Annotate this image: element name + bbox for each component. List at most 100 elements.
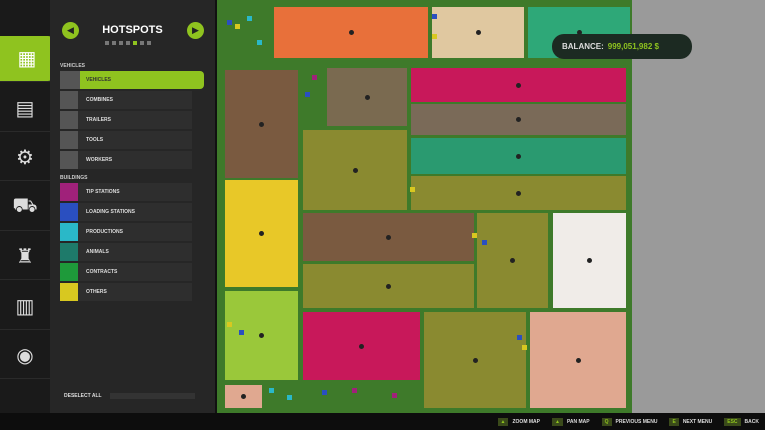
hotspot-label: PRODUCTIONS — [86, 229, 123, 235]
page-dot[interactable] — [147, 41, 151, 45]
hotspot-label: WORKERS — [86, 157, 113, 163]
bottom-hint-bar: ▲ ZOOM MAP ▲ PAN MAP Q PREVIOUS MENU E NEXT MEN… — [0, 413, 765, 430]
field[interactable] — [225, 291, 298, 380]
map-hotspot-marker[interactable] — [227, 20, 232, 25]
hint-label: NEXT MENU — [682, 418, 713, 425]
tab-finances[interactable]: ▥ — [0, 284, 50, 330]
hint-pan-map[interactable]: ▲ PAN MAP — [551, 417, 590, 426]
field[interactable] — [411, 68, 626, 102]
map-hotspot-marker[interactable] — [352, 388, 357, 393]
map-hotspot-marker[interactable] — [410, 187, 415, 192]
field[interactable] — [553, 213, 626, 308]
hotspot-combines[interactable]: COMBINES — [60, 91, 192, 109]
map-hotspot-marker[interactable] — [517, 335, 522, 340]
hotspot-label: TRAILERS — [86, 117, 111, 123]
next-page-button[interactable]: ▶ — [187, 22, 204, 39]
page-dot[interactable] — [126, 41, 130, 45]
map-hotspot-marker[interactable] — [522, 345, 527, 350]
field[interactable] — [530, 312, 626, 408]
map-hotspot-marker[interactable] — [432, 34, 437, 39]
field[interactable] — [411, 104, 626, 135]
map-hotspot-marker[interactable] — [472, 233, 477, 238]
deselect-all-button[interactable]: DESELECT ALL — [64, 393, 102, 399]
deselect-all-toggle[interactable] — [110, 393, 195, 399]
hint-label: PAN MAP — [566, 418, 590, 425]
field-number-marker — [359, 343, 364, 349]
map-hotspot-marker[interactable] — [269, 388, 274, 393]
field[interactable] — [411, 176, 626, 210]
field[interactable] — [477, 213, 548, 308]
map-hotspot-marker[interactable] — [322, 390, 327, 395]
map-icon: ▦ — [17, 48, 37, 70]
hint-zoom-map[interactable]: ▲ ZOOM MAP — [497, 417, 540, 426]
page-dots — [105, 41, 151, 45]
hotspot-category-icon — [60, 151, 78, 169]
prices-icon: ⚙ — [16, 147, 34, 169]
hint-previous-menu[interactable]: Q PREVIOUS MENU — [601, 417, 657, 426]
field-number-marker — [475, 30, 481, 35]
map-hotspot-marker[interactable] — [239, 330, 244, 335]
hint-label: BACK — [744, 418, 759, 425]
hotspot-tip-stations[interactable]: TIP STATIONS — [60, 183, 192, 201]
field-number-marker — [472, 357, 478, 363]
key-icon: ▲ — [551, 417, 563, 426]
hotspot-vehicles[interactable]: VEHICLES — [60, 71, 204, 89]
page-dot[interactable] — [119, 41, 123, 45]
map-hotspot-marker[interactable] — [312, 75, 317, 80]
field-number-marker — [516, 190, 521, 196]
balance-display: BALANCE: 999,051,982 $ — [552, 34, 692, 59]
hotspot-label: COMBINES — [86, 97, 113, 103]
page-dot[interactable] — [133, 41, 137, 45]
field-number-marker — [352, 167, 358, 173]
hotspot-tools[interactable]: TOOLS — [60, 131, 192, 149]
field[interactable] — [424, 312, 526, 408]
hotspot-category-icon — [60, 91, 78, 109]
hint-next-menu[interactable]: E NEXT MENU — [669, 417, 713, 426]
field[interactable] — [303, 312, 420, 380]
map-hotspot-marker[interactable] — [482, 240, 487, 245]
tab-vehicles[interactable]: ⛟ — [0, 185, 50, 231]
field-number-marker — [516, 117, 521, 122]
field[interactable] — [225, 180, 298, 287]
page-dot[interactable] — [105, 41, 109, 45]
field[interactable] — [303, 213, 474, 261]
field[interactable] — [303, 130, 407, 210]
hotspot-contracts[interactable]: CONTRACTS — [60, 263, 192, 281]
tab-calendar[interactable]: ▤ — [0, 86, 50, 132]
hotspot-animals[interactable]: ANIMALS — [60, 243, 192, 261]
key-icon: ESC — [724, 417, 741, 426]
tab-prices[interactable]: ⚙ — [0, 135, 50, 181]
hint-back[interactable]: ESC BACK — [724, 417, 759, 426]
page-dot[interactable] — [112, 41, 116, 45]
tab-settings[interactable]: ◉ — [0, 333, 50, 379]
map-hotspot-marker[interactable] — [392, 393, 397, 398]
field[interactable] — [225, 385, 262, 408]
map-hotspot-marker[interactable] — [257, 40, 262, 45]
balance-value: 999,051,982 $ — [607, 42, 659, 51]
hotspot-category-icon — [60, 203, 78, 221]
map-hotspot-marker[interactable] — [432, 14, 437, 19]
hotspot-workers[interactable]: WORKERS — [60, 151, 192, 169]
hotspot-loading-stations[interactable]: LOADING STATIONS — [60, 203, 192, 221]
map-hotspot-marker[interactable] — [305, 92, 310, 97]
hotspot-productions[interactable]: PRODUCTIONS — [60, 223, 192, 241]
tab-production[interactable]: ♜ — [0, 234, 50, 280]
map-hotspot-marker[interactable] — [247, 16, 252, 21]
map-hotspot-marker[interactable] — [287, 395, 292, 400]
prev-page-button[interactable]: ◀ — [62, 22, 79, 39]
hotspot-others[interactable]: OTHERS — [60, 283, 192, 301]
map-hotspot-marker[interactable] — [235, 24, 240, 29]
tab-map[interactable]: ▦ — [0, 36, 54, 82]
field[interactable] — [303, 264, 474, 308]
field[interactable] — [432, 7, 524, 58]
page-dot[interactable] — [140, 41, 144, 45]
field[interactable] — [225, 70, 298, 178]
field-number-marker — [587, 258, 592, 263]
map-hotspot-marker[interactable] — [227, 322, 232, 327]
field[interactable] — [274, 7, 428, 58]
map-view[interactable] — [217, 0, 632, 413]
hotspot-trailers[interactable]: TRAILERS — [60, 111, 192, 129]
field[interactable] — [327, 68, 407, 126]
field[interactable] — [411, 138, 626, 174]
vehicles-header: VEHICLES — [60, 63, 86, 69]
